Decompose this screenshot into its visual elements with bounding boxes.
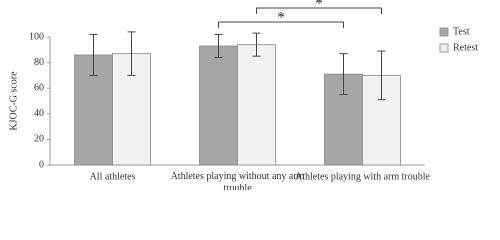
error-bar [89, 33, 98, 76]
x-tick-label: All athletes [90, 171, 136, 182]
significance-label: * [315, 0, 323, 13]
error-bar [214, 33, 223, 58]
significance-label: * [277, 10, 285, 27]
legend-swatch [439, 27, 449, 37]
y-tick-label: 0 [39, 159, 44, 170]
error-bar [377, 50, 386, 101]
x-tick-label: Athletes playing without any arm trouble [171, 171, 305, 190]
y-tick-label: 80 [34, 57, 44, 68]
significance-bracket [256, 7, 382, 14]
y-tick-label: 60 [34, 82, 44, 93]
chart: KJOC-G score 0 20 40 60 80 100 All athletes Ath… [8, 0, 478, 190]
legend-swatch [439, 43, 449, 53]
error-bar [252, 32, 261, 57]
y-axis-label: KJOC-G score [8, 71, 19, 131]
bar [199, 45, 238, 166]
legend-label: Retest [453, 42, 478, 53]
error-bar [127, 31, 136, 76]
error-bar [339, 53, 348, 96]
y-tick-label: 20 [34, 134, 44, 145]
significance-bracket [218, 21, 344, 28]
y-tick-label: 100 [29, 31, 44, 42]
y-tick-label: 40 [34, 108, 44, 119]
x-tick-label: Athletes playing with arm trouble [295, 171, 431, 182]
bar [237, 44, 276, 166]
legend-label: Test [453, 26, 470, 37]
